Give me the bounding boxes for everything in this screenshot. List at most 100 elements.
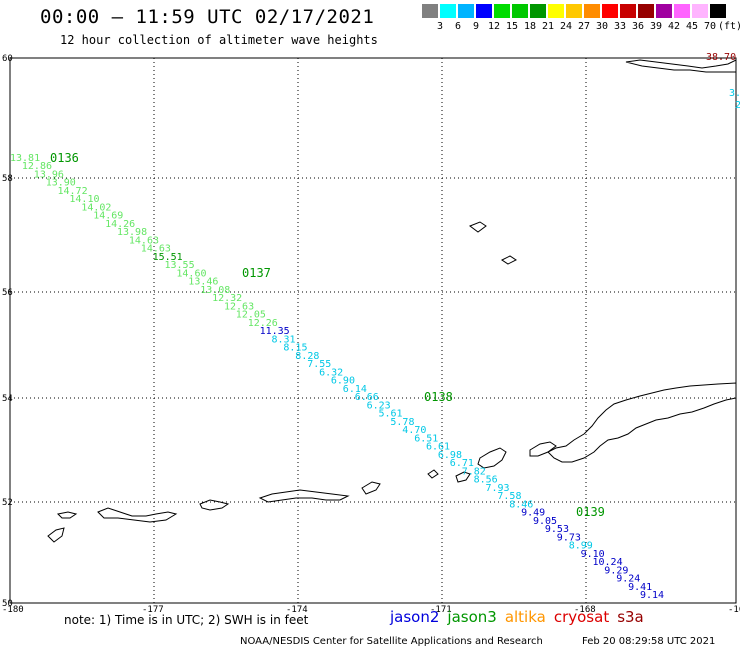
coastline-outlines: [47, 59, 737, 543]
swh-label: 14.69: [93, 211, 123, 222]
credits: NOAA/NESDIS Center for Satellite Applica…: [240, 636, 543, 647]
legend-swatch: [674, 4, 690, 18]
legend-label: 33: [613, 21, 627, 32]
footnote: note: 1) Time is in UTC; 2) SWH is in fe…: [64, 613, 309, 627]
y-tick-label: 56: [2, 288, 13, 298]
swh-label: 5.61: [379, 409, 403, 420]
swh-label: 9.49: [521, 508, 545, 519]
legend-swatch: [548, 4, 564, 18]
swh-label: 8.56: [474, 475, 498, 486]
swh-label: 7.93: [486, 483, 510, 494]
legend-label: 30: [595, 21, 609, 32]
western-islands-coast: [47, 527, 65, 543]
swh-label: 6.66: [355, 392, 379, 403]
swh-label: 6.71: [450, 458, 474, 469]
swh-label: 6.14: [343, 384, 367, 395]
alaska-peninsula-coast: [547, 382, 737, 463]
unalaska-island-coast: [477, 447, 507, 469]
attu-island-coast: [56, 511, 78, 519]
legend-swatch: [476, 4, 492, 18]
x-tick-label: -174: [286, 605, 308, 615]
swh-label: 8.31: [272, 334, 296, 345]
swh-label: 6.61: [426, 442, 450, 453]
legend-swatch: [458, 4, 474, 18]
legend-label: 15: [505, 21, 519, 32]
swh-label: 12.26: [248, 318, 278, 329]
umnak-island-coast: [455, 471, 471, 483]
x-tick-label: -180: [2, 605, 24, 615]
islands-of-four-mountains-coast: [427, 469, 439, 479]
swh-label: 9.14: [640, 590, 664, 601]
pass-label: 0139: [576, 505, 605, 519]
legend-swatch: [692, 4, 708, 18]
legend-swatch: [566, 4, 582, 18]
y-tick-label: 52: [2, 498, 13, 508]
corner-swh-label: 38.70: [706, 52, 736, 63]
swh-label: 10.24: [593, 557, 623, 568]
satellite-legend: jason2 jason3 altika cryosat s3a: [390, 608, 652, 626]
swh-label: 14.60: [176, 268, 206, 279]
satellite-name: altika: [504, 608, 546, 626]
legend-label: 42: [667, 21, 681, 32]
legend-label: 18: [523, 21, 537, 32]
swh-label: 12.86: [22, 161, 52, 172]
legend-swatch: [710, 4, 726, 18]
swh-label: 15.51: [153, 252, 183, 263]
x-tick-label: -16: [728, 605, 740, 615]
satellite-name: s3a: [617, 608, 644, 626]
legend-label: 3: [436, 21, 444, 32]
swh-label: 6.32: [319, 367, 343, 378]
legend-label: 45: [685, 21, 699, 32]
swh-label: 7.82: [462, 466, 486, 477]
andreanof-islands-coast: [258, 489, 350, 503]
swh-label: 9.24: [616, 574, 640, 585]
grid-lines: [10, 58, 736, 603]
y-tick-label: 54: [2, 394, 13, 404]
satellite-name: cryosat: [553, 608, 610, 626]
page-subtitle: 12 hour collection of altimeter wave hei…: [60, 33, 378, 47]
swh-label: 14.63: [129, 236, 159, 247]
legend-label: 70: [703, 21, 717, 32]
edge-fragment-1: 3.: [729, 88, 740, 99]
legend-label: 9: [472, 21, 480, 32]
legend-swatch: [422, 4, 438, 18]
swh-label: 12.63: [224, 301, 254, 312]
swh-label: 12.05: [236, 310, 266, 321]
legend-label: 6: [454, 21, 462, 32]
swh-label: 8.15: [283, 343, 307, 354]
timestamp: Feb 20 08:29:58 UTC 2021: [582, 636, 716, 647]
pass-label: 0136: [50, 151, 79, 165]
legend-label: 36: [631, 21, 645, 32]
unimak-island-coast: [529, 441, 557, 457]
swh-label: 9.10: [581, 549, 605, 560]
y-tick-label: 60: [2, 54, 13, 64]
pribilof-st-george-coast: [501, 255, 517, 265]
edge-fragment-2: 2: [735, 100, 740, 111]
legend-swatch: [620, 4, 636, 18]
swh-label: 9.41: [628, 582, 652, 593]
pass-label: 0138: [424, 390, 453, 404]
map-frame: [9, 57, 737, 604]
swh-label: 8.46: [509, 499, 533, 510]
swh-label: 13.96: [34, 170, 64, 181]
swh-label: 9.05: [533, 516, 557, 527]
swh-label: 12.32: [212, 293, 242, 304]
swh-label: 9.29: [604, 565, 628, 576]
swh-label: 8.99: [569, 541, 593, 552]
near-islands-coast: [97, 507, 178, 523]
swh-label: 13.90: [46, 178, 76, 189]
legend-label: 24: [559, 21, 573, 32]
swh-label: 14.10: [69, 194, 99, 205]
satellite-name: jason3: [447, 608, 497, 626]
pass-labels: 0136 0137 0138 0139: [50, 151, 605, 519]
swh-label: 6.51: [414, 433, 438, 444]
swh-label: 9.53: [545, 524, 569, 535]
legend-swatch: [440, 4, 456, 18]
legend-swatch: [656, 4, 672, 18]
swh-label: 8.28: [295, 351, 319, 362]
y-tick-label: 58: [2, 174, 13, 184]
swh-label: 7.58: [497, 491, 521, 502]
swh-label: 6.23: [367, 400, 391, 411]
swh-label: 14.72: [58, 186, 88, 197]
